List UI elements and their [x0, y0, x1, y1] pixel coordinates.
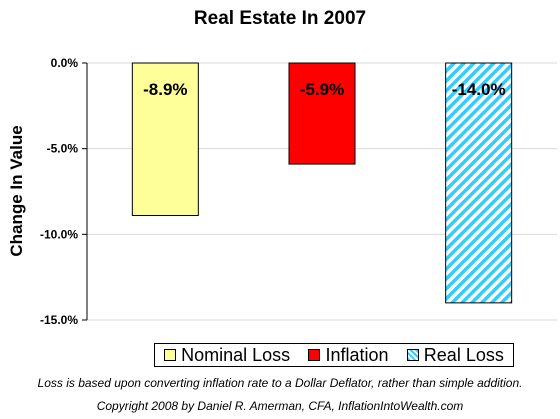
bar-inflation [288, 62, 356, 165]
bar-nominal-loss [131, 62, 199, 216]
legend-label-nominal-loss: Nominal Loss [181, 344, 291, 365]
data-label-real-loss: -14.0% [452, 80, 506, 99]
chart-legend: Nominal Loss Inflation Real Loss [154, 343, 514, 367]
legend-label-inflation: Inflation [325, 344, 389, 365]
legend-swatch-real-loss [406, 349, 419, 361]
chart-title: Real Estate In 2007 [193, 8, 367, 29]
bar-real-loss [445, 62, 513, 304]
footnote-copyright: Copyright 2008 by Daniel R. Amerman, CFA… [96, 399, 464, 413]
legend-swatch-nominal-loss [164, 349, 177, 361]
y-tick-label: -5.0% [47, 142, 79, 156]
y-axis-label: Change In Value [7, 125, 26, 256]
y-tick-label: -10.0% [40, 227, 78, 241]
y-tick-label: 0.0% [51, 56, 79, 70]
legend-item-inflation: Inflation [308, 344, 389, 366]
legend-label-real-loss: Real Loss [423, 344, 504, 365]
legend-swatch-inflation [308, 349, 321, 361]
legend-item-nominal-loss: Nominal Loss [164, 345, 290, 366]
y-tick-label: -15.0% [40, 313, 78, 327]
bar-chart: -8.9% -5.9% -14.0% 0.0% -5.0% -10.0% -15.0% C… [7, 56, 557, 327]
data-label-nominal-loss: -8.9% [143, 80, 187, 99]
legend-item-real-loss: Real Loss [406, 344, 504, 366]
data-label-inflation: -5.9% [300, 80, 344, 99]
footnote-method: Loss is based upon converting inflation … [37, 376, 523, 390]
